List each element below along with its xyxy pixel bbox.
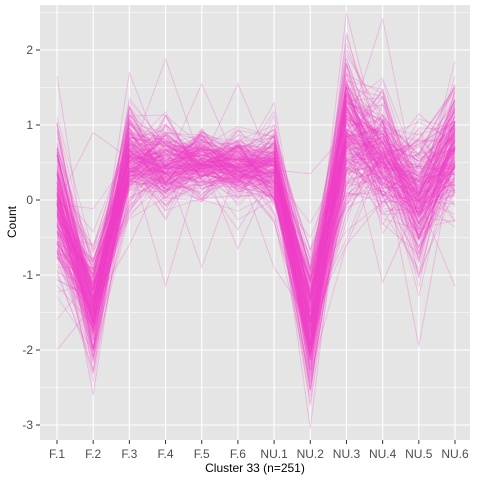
- x-tick-label: F.5: [194, 447, 210, 461]
- x-tick-label: NU.4: [369, 447, 397, 461]
- x-tick-label: NU.3: [333, 447, 361, 461]
- x-tick-label: F.2: [85, 447, 101, 461]
- x-tick-label: F.6: [230, 447, 246, 461]
- x-tick-label: NU.1: [260, 447, 288, 461]
- y-tick-label: -2: [22, 343, 33, 357]
- y-tick-label: -1: [22, 268, 33, 282]
- x-tick-label: F.3: [121, 447, 137, 461]
- y-axis-title: Count: [5, 205, 19, 238]
- x-axis: F.1 F.2 F.3 F.4 F.5 F.6 NU.1 NU.2 NU.3 NU.4 NU.5 NU…: [49, 440, 469, 461]
- y-tick-label: 0: [26, 193, 33, 207]
- x-axis-title: Cluster 33 (n=251): [205, 461, 305, 475]
- y-tick-label: -3: [22, 418, 33, 432]
- x-tick-label: NU.2: [297, 447, 325, 461]
- x-tick-label: NU.5: [405, 447, 433, 461]
- y-axis: -3 -2 -1 0 1 2: [22, 43, 40, 432]
- y-tick-label: 2: [26, 43, 33, 57]
- y-tick-label: 1: [26, 118, 33, 132]
- x-tick-label: F.4: [158, 447, 174, 461]
- x-tick-label: NU.6: [441, 447, 469, 461]
- x-tick-label: F.1: [49, 447, 65, 461]
